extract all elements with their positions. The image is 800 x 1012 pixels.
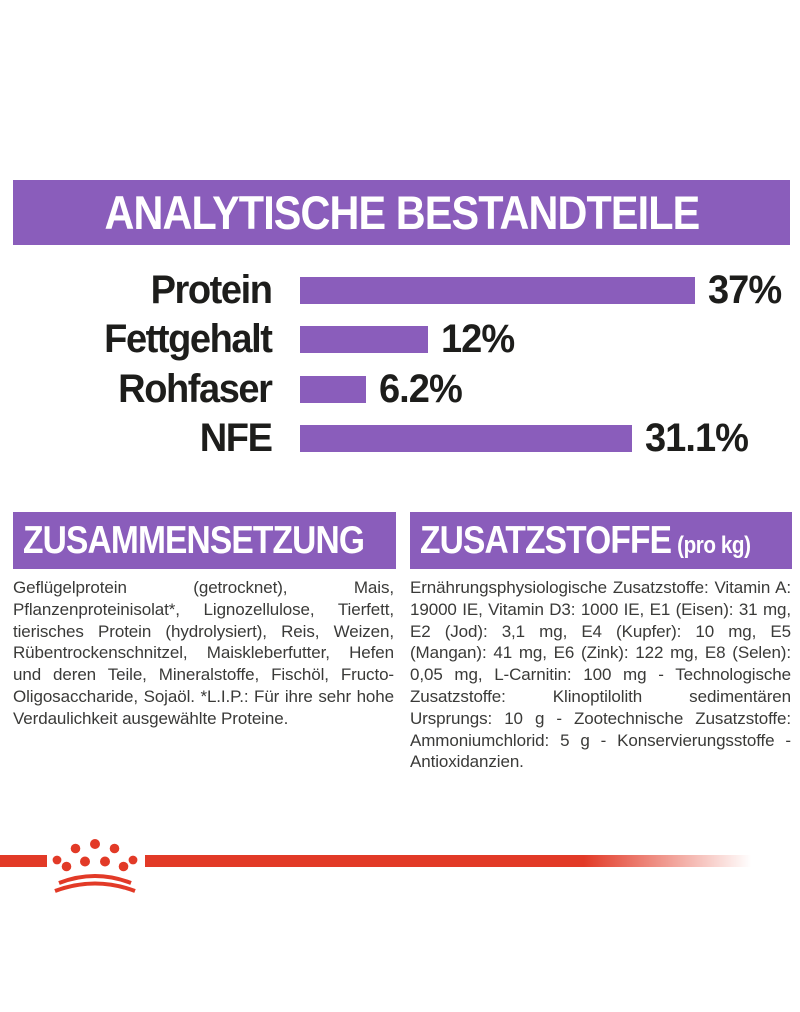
- additives-text: Ernährungsphysiologische Zusatzstoffe: V…: [410, 578, 791, 772]
- additives-title-suffix: (pro kg): [677, 531, 751, 559]
- bar-value-label: 6.2%: [379, 366, 463, 411]
- composition-title: ZUSAMMENSETZUNG: [23, 518, 365, 562]
- bar-category-label: Fettgehalt: [104, 317, 273, 362]
- bar-category-label: NFE: [199, 415, 273, 460]
- footer-stripe-left: [0, 855, 47, 867]
- composition-banner: ZUSAMMENSETZUNG: [13, 512, 396, 569]
- composition-text: Geflügelprotein (getrocknet), Mais, Pfla…: [13, 578, 394, 728]
- royal-canin-crown-icon: [52, 839, 138, 893]
- analytical-components-title: ANALYTISCHE BESTANDTEILE: [104, 186, 700, 239]
- bar-chart: Protein 37% Fettgehalt 12% Rohfaser 6.2% NFE 31…: [0, 268, 800, 474]
- bar: [300, 375, 367, 403]
- bar-value-label: 12%: [441, 317, 515, 362]
- footer-stripe-right: [145, 855, 790, 867]
- additives-title: ZUSATZSTOFFE: [420, 518, 672, 562]
- chart-row: Rohfaser 6.2%: [0, 366, 800, 411]
- chart-row: Fettgehalt 12%: [0, 317, 800, 362]
- analytical-components-banner: ANALYTISCHE BESTANDTEILE: [13, 180, 790, 245]
- chart-row: Protein 37%: [0, 268, 800, 312]
- bar: [300, 424, 632, 452]
- bar-category-label: Protein: [150, 268, 273, 312]
- bar-category-label: Rohfaser: [118, 366, 273, 411]
- bar-chart-rows: Protein 37% Fettgehalt 12% Rohfaser 6.2% NFE 31…: [0, 268, 800, 460]
- bar: [300, 326, 429, 354]
- bar-value-label: 31.1%: [645, 415, 749, 460]
- bar: [300, 277, 695, 304]
- additives-banner: ZUSATZSTOFFE (pro kg): [410, 512, 792, 569]
- bar-value-label: 37%: [708, 268, 782, 312]
- chart-row: NFE 31.1%: [0, 415, 800, 460]
